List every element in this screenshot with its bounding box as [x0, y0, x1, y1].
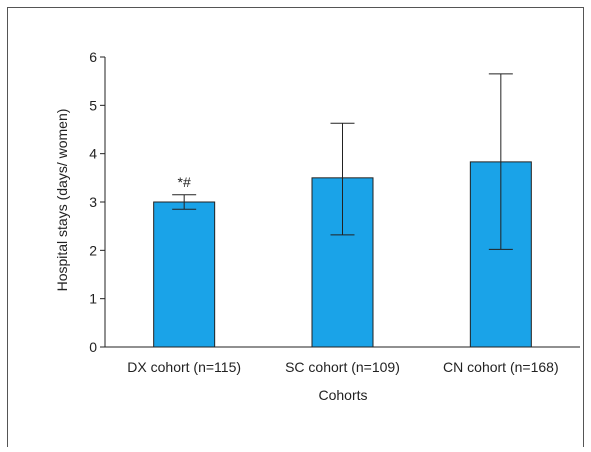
- bar: [153, 201, 216, 348]
- error-bars: [172, 73, 513, 250]
- y-tick-label: 3: [89, 194, 97, 210]
- x-axis-title: Cohorts: [318, 387, 367, 403]
- y-axis-title: Hospital stays (days/ women): [54, 109, 70, 292]
- y-axis: 0 1 2 3 4 5 6: [89, 49, 106, 355]
- y-tick-label: 2: [89, 242, 97, 258]
- y-tick-label: 0: [89, 339, 97, 355]
- category-label: DX cohort (n=115): [127, 359, 241, 375]
- significance-annotation: *#: [178, 174, 191, 190]
- y-tick-label: 4: [89, 146, 97, 162]
- labels: DX cohort (n=115) *# SC cohort (n=109) CN c…: [127, 174, 558, 375]
- category-label: CN cohort (n=168): [443, 359, 559, 375]
- category-label: SC cohort (n=109): [285, 359, 400, 375]
- y-tick-label: 5: [89, 97, 97, 113]
- y-tick-label: 6: [89, 49, 97, 65]
- y-tick-label: 1: [89, 291, 97, 307]
